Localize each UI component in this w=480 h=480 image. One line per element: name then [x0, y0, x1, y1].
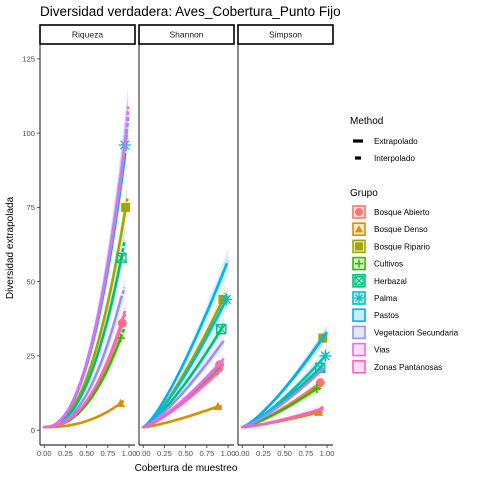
y-tick-label: 100: [22, 129, 35, 138]
legend-group-label: Bosque Abierto: [374, 208, 430, 217]
x-tick-label: 0.00: [136, 449, 151, 458]
extrapolated-line: [121, 310, 127, 321]
facet-strip-simpson: [237, 24, 334, 45]
interpolated-line: [42, 131, 128, 429]
legend-method-title: Method: [350, 116, 383, 127]
interpolated-line: [141, 265, 227, 429]
x-tick-label: 1.00: [221, 449, 236, 458]
x-tick-label: 0.75: [100, 449, 115, 458]
legend-group-key: [351, 272, 367, 289]
y-tick-label: 50: [27, 277, 35, 286]
y-axis-title: Diversidad extrapolada: [5, 196, 16, 299]
extrapolated-line: [119, 287, 127, 300]
facet-strip-riqueza: [39, 24, 136, 45]
legend-group-label: Herbazal: [374, 277, 407, 286]
x-axis-title: Cobertura de muestreo: [135, 463, 238, 474]
legend-group-label: Palma: [374, 294, 398, 303]
extrapolated-line: [125, 106, 130, 134]
legend-shape: [355, 259, 363, 268]
legend-method-label: Extrapolado: [374, 137, 418, 146]
x-tick-label: 0.50: [277, 449, 292, 458]
legend-group-key: [351, 221, 367, 238]
legend-shape: [354, 293, 364, 303]
facet-strip-label: Simpson: [269, 30, 302, 40]
legend-group-key: [351, 255, 367, 272]
legend-group-key: [351, 307, 367, 324]
y-tick-label: 75: [27, 203, 35, 212]
legend-group-label: Pastos: [374, 311, 399, 320]
y-tick-label: 25: [27, 352, 35, 361]
x-tick-label: 0.00: [37, 449, 52, 458]
legend-group-key: [351, 324, 367, 341]
legend: Method Extrapolado Interpolado Grupo Bosque …: [350, 116, 459, 375]
interpolated-line: [141, 342, 223, 429]
extrapolated-line: [319, 405, 324, 411]
legend-shape: [354, 276, 364, 286]
legend-group-key: [351, 358, 367, 375]
extrapolated-line: [224, 260, 230, 268]
extrapolated-line: [220, 340, 225, 345]
interpolated-line: [240, 408, 322, 429]
legend-group-title: Grupo: [350, 188, 378, 199]
facet-strip-label: Shannon: [169, 30, 203, 40]
extrapolated-line: [218, 366, 224, 372]
x-tick-label: 0.00: [235, 449, 250, 458]
legend-group-label: Cultivos: [374, 260, 403, 269]
observed-point: [314, 407, 324, 416]
y-tick-label: 0: [31, 426, 35, 435]
legend-shape: [355, 208, 363, 216]
legend-group-key: [351, 238, 367, 255]
chart-title: Diversidad verdadera: Aves_Cobertura_Pun…: [40, 4, 341, 19]
observed-point: [312, 384, 322, 394]
facet-panels: Riqueza 0.00 0.25 0.50 0.75 1.00 Shannon 0.00 0.…: [22, 24, 335, 458]
extrapolated-line: [320, 366, 325, 372]
x-tick-label: 0.50: [178, 449, 193, 458]
observed-point: [121, 202, 131, 212]
legend-group-label: Zonas Pantanosas: [374, 363, 442, 372]
legend-shape: [355, 242, 363, 251]
facet-strip-shannon: [138, 24, 235, 45]
x-tick-label: 0.25: [256, 449, 271, 458]
legend-group-label: Vegetacion Secundaria: [374, 328, 459, 337]
y-tick-label: 125: [22, 55, 35, 64]
interpolated-line: [240, 333, 326, 429]
extrapolated-line: [323, 331, 329, 336]
legend-group-label: Vias: [374, 346, 390, 355]
interpolated-line: [141, 369, 221, 429]
legend-group-label: Bosque Ripario: [374, 242, 430, 251]
observed-point: [213, 401, 223, 410]
extrapolated-line: [120, 239, 127, 259]
observed-point: [315, 378, 325, 388]
facet-panel-simpson: Simpson 0.00 0.25 0.50 0.75 1.00: [235, 24, 335, 458]
x-tick-label: 1.00: [122, 449, 137, 458]
observed-point: [116, 398, 126, 408]
observed-point: [220, 293, 233, 306]
interpolated-line: [141, 298, 228, 429]
x-tick-label: 0.75: [298, 449, 313, 458]
observed-point: [216, 323, 227, 335]
legend-method-label: Interpolado: [374, 154, 415, 163]
x-tick-label: 0.50: [79, 449, 94, 458]
observed-point: [116, 252, 127, 264]
legend-group-key: [351, 204, 367, 220]
facet-panel-riqueza: Riqueza 0.00 0.25 0.50 0.75 1.00: [37, 24, 137, 458]
extrapolated-line: [220, 358, 225, 363]
x-tick-label: 1.00: [320, 449, 335, 458]
observed-point: [319, 349, 332, 362]
interpolated-line: [141, 405, 220, 429]
x-tick-label: 0.25: [157, 449, 172, 458]
x-tick-label: 0.75: [199, 449, 214, 458]
legend-group-label: Bosque Denso: [374, 225, 428, 234]
legend-shape: [355, 225, 363, 233]
interpolated-line: [240, 369, 323, 429]
facet-strip-label: Riqueza: [72, 30, 103, 40]
legend-group-key: [351, 290, 367, 306]
facet-panel-shannon: Shannon 0.00 0.25 0.50 0.75 1.00: [136, 24, 236, 458]
confidence-band: [44, 83, 129, 428]
x-tick-label: 0.25: [58, 449, 73, 458]
interpolated-line: [42, 318, 124, 429]
legend-group-key: [351, 341, 367, 358]
